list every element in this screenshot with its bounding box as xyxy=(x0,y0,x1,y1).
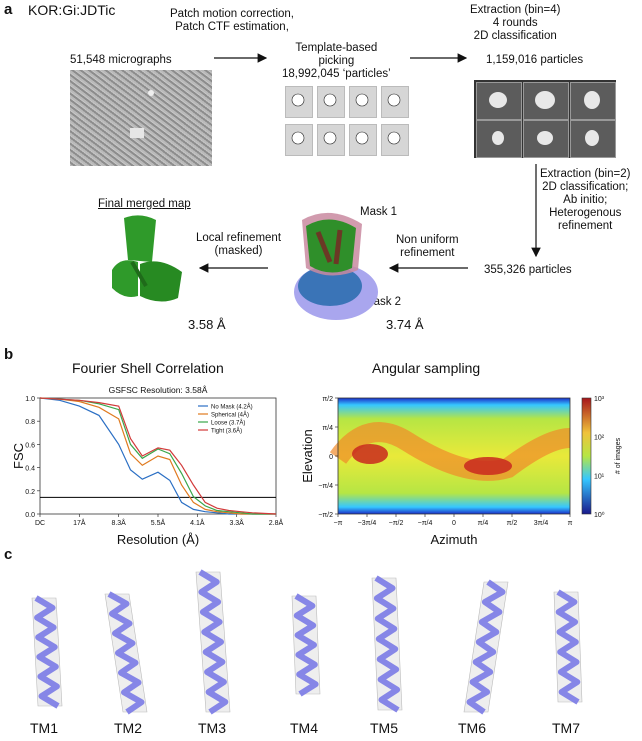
fsc-xlabel: Resolution (Å) xyxy=(117,532,199,547)
tm-label: TM3 xyxy=(198,720,226,736)
colorbar-tick-label: 10⁰ xyxy=(594,511,605,519)
fsc-ylabel: FSC xyxy=(11,443,26,469)
fsc-legend-label: Loose (3.7Å) xyxy=(211,420,245,427)
tm-helix-5 xyxy=(371,575,403,713)
micrographs-count: 51,548 micrographs xyxy=(70,54,172,66)
fsc-xtick-label: DC xyxy=(35,520,45,527)
ang-xtick-label: π xyxy=(568,520,573,527)
fsc-ytick-label: 0.4 xyxy=(25,466,35,473)
ang-ytick-label: π/2 xyxy=(322,396,333,403)
tm-helix-1 xyxy=(31,595,63,709)
tm-label: TM7 xyxy=(552,720,580,736)
tm-label: TM5 xyxy=(370,720,398,736)
ang-xtick-label: π/2 xyxy=(507,520,518,527)
picking-label: Template-based picking 18,992,045 ‘parti… xyxy=(282,42,391,80)
tm-label: TM2 xyxy=(114,720,142,736)
tm-helix-3 xyxy=(195,569,231,715)
colorbar-tick-label: 10³ xyxy=(594,396,605,403)
ang-xtick-label: −π/4 xyxy=(418,520,433,527)
fsc-legend-label: No Mask (4.2Å) xyxy=(211,404,253,411)
heatmap-hotspot xyxy=(464,457,512,475)
ang-ytick-label: −π/2 xyxy=(318,512,333,519)
picked-particle-grid xyxy=(285,86,409,158)
final-map-label: Final merged map xyxy=(98,198,191,210)
fsc-ytick-label: 0.2 xyxy=(25,489,35,496)
tm-helix-7 xyxy=(553,589,583,705)
tm-helix-4 xyxy=(291,593,321,697)
fsc-ytick-label: 1.0 xyxy=(25,396,35,403)
tm-label: TM6 xyxy=(458,720,486,736)
fsc-xtick-label: 8.3Å xyxy=(111,518,126,527)
local-refinement-label: Local refinement (masked) xyxy=(196,232,282,257)
complex-title: KOR:Gi:JDTic xyxy=(28,2,116,18)
helix-ribbon xyxy=(293,593,319,697)
micrograph-image xyxy=(70,70,212,166)
panel-a-letter: a xyxy=(4,1,13,18)
fsc-xtick-label: 3.3Å xyxy=(229,518,244,527)
density-mesh xyxy=(195,571,231,713)
tm-label: TM4 xyxy=(290,720,318,736)
fsc-xtick-label: 4.1Å xyxy=(190,518,205,527)
extraction-bin4-label: Extraction (bin=4) 4 rounds 2D classific… xyxy=(470,4,561,42)
fsc-legend-label: Tight (3.6Å) xyxy=(211,428,242,435)
panel-c-letter: c xyxy=(4,546,13,563)
fsc-series-line xyxy=(39,397,276,515)
particles-1-count: 1,159,016 particles xyxy=(486,54,584,66)
nu-refinement-map xyxy=(294,212,378,320)
helix-ribbon xyxy=(34,595,60,709)
angular-title: Angular sampling xyxy=(372,360,481,376)
fsc-xtick-label: 5.5Å xyxy=(151,518,166,527)
tm-helix-6 xyxy=(463,579,509,715)
colorbar-label: # of images xyxy=(615,437,622,474)
ang-xtick-label: 0 xyxy=(452,520,456,527)
final-merged-map xyxy=(112,215,182,302)
fsc-xtick-label: 17Å xyxy=(73,518,86,527)
fsc-ytick-label: 0.0 xyxy=(25,512,35,519)
extraction-bin2-label: Extraction (bin=2) 2D classification; Ab… xyxy=(540,168,631,232)
ang-xtick-label: 3π/4 xyxy=(534,520,549,527)
helix-ribbon xyxy=(373,575,401,713)
mask-1-label: Mask 1 xyxy=(360,206,398,218)
tm-label: TM1 xyxy=(30,720,58,736)
colorbar-tick-label: 10² xyxy=(594,435,605,442)
helix-ribbon xyxy=(107,591,145,715)
fsc-series-line xyxy=(39,397,277,515)
density-mesh xyxy=(291,595,321,695)
ang-ylabel: Elevation xyxy=(300,429,315,482)
ang-xtick-label: −π/2 xyxy=(389,520,404,527)
nu-resolution: 3.74 Å xyxy=(386,317,424,332)
ang-xtick-label: −3π/4 xyxy=(358,520,377,527)
fsc-xtick-label: 2.8Å xyxy=(269,518,284,527)
ang-xtick-label: π/4 xyxy=(478,520,489,527)
fsc-inner-title: GSFSC Resolution: 3.58Å xyxy=(109,385,208,395)
colorbar xyxy=(581,397,592,515)
fsc-series-line xyxy=(39,397,276,515)
helix-ribbon xyxy=(555,589,581,705)
colorbar-tick-label: 10¹ xyxy=(594,473,605,480)
tm-helix-2 xyxy=(104,591,148,715)
fsc-title: Fourier Shell Correlation xyxy=(72,360,224,376)
panel-b-letter: b xyxy=(4,346,14,363)
ang-ytick-label: π/4 xyxy=(322,425,333,432)
ang-xtick-label: −π xyxy=(334,520,343,527)
ang-ytick-label: 0 xyxy=(329,454,333,461)
ang-ytick-label: −π/4 xyxy=(318,483,333,490)
non-uniform-label: Non uniform refinement xyxy=(396,234,459,259)
particles-2-count: 355,326 particles xyxy=(484,264,572,276)
fsc-series-line xyxy=(39,397,276,515)
heatmap-hotspot xyxy=(352,444,388,464)
helix-ribbon xyxy=(198,569,229,715)
helix-ribbon xyxy=(466,579,506,715)
heatmap-band xyxy=(329,422,571,481)
motion-ctf-label: Patch motion correction, Patch CTF estim… xyxy=(170,8,295,33)
fsc-ytick-label: 0.8 xyxy=(25,419,35,426)
fsc-legend-label: Spherical (4Å) xyxy=(211,412,249,419)
ang-xlabel: Azimuth xyxy=(431,532,478,547)
fsc-ytick-label: 0.6 xyxy=(25,442,35,449)
final-resolution: 3.58 Å xyxy=(188,317,226,332)
